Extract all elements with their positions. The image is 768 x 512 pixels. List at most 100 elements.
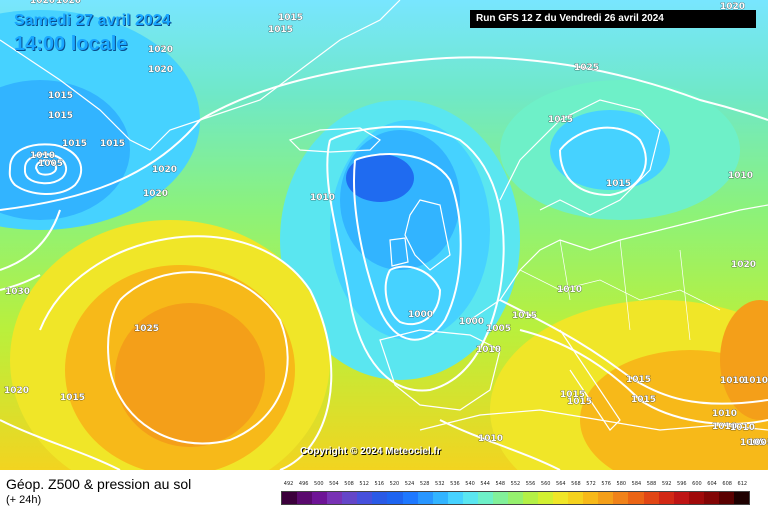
pressure-label: 1010 bbox=[728, 171, 753, 181]
scandinavia-coast bbox=[499, 99, 661, 216]
isobar-cyclone-inner bbox=[34, 159, 58, 176]
pressure-label: 1015 bbox=[548, 115, 573, 125]
z500-scale-label: 492 bbox=[283, 481, 294, 487]
z500-scandinavia-core bbox=[550, 110, 670, 190]
z500-scale-swatch bbox=[643, 492, 659, 504]
z500-scale-swatch bbox=[477, 492, 493, 504]
isobars bbox=[0, 56, 768, 470]
z500-scale-label: 512 bbox=[359, 481, 369, 487]
z500-scale-label: 532 bbox=[435, 481, 445, 487]
isobar-1015-scandinavia bbox=[559, 126, 647, 197]
z500-east-core bbox=[720, 300, 768, 420]
z500-scale-label: 568 bbox=[571, 481, 581, 487]
pressure-label: 1010 bbox=[743, 376, 768, 386]
pressure-label: 1015 bbox=[48, 111, 73, 121]
pressure-label: 1015 bbox=[567, 397, 592, 407]
pressure-label: 1020 bbox=[731, 260, 756, 270]
z500-scale-swatch bbox=[417, 492, 433, 504]
iberia-coast bbox=[379, 329, 501, 411]
top-edge-pressure-label: 1020 bbox=[30, 0, 55, 6]
pressure-label: 1005 bbox=[748, 438, 768, 448]
pressure-label: 1015 bbox=[48, 91, 73, 101]
z500-ridge-core bbox=[115, 303, 265, 447]
z500-scale-swatch bbox=[538, 492, 554, 504]
isobar-cyclone-mid bbox=[23, 153, 68, 185]
z500-scale-label: 572 bbox=[586, 481, 596, 487]
z500-scale-label: 540 bbox=[465, 481, 475, 487]
pressure-label: 1000 bbox=[459, 317, 484, 327]
copyright-notice: Copyright © 2024 Meteociel.fr bbox=[300, 446, 441, 457]
greenland-coast bbox=[0, 0, 401, 151]
z500-scale-label: 608 bbox=[722, 481, 732, 487]
pressure-label: 1010 bbox=[476, 345, 501, 355]
z500-scale-swatch bbox=[432, 492, 448, 504]
z500-scale-label: 580 bbox=[616, 481, 627, 487]
z500-scale-swatch bbox=[553, 492, 569, 504]
isobar-1020-north bbox=[0, 56, 768, 211]
z500-scale-swatch bbox=[703, 492, 719, 504]
z500-scale-swatch bbox=[628, 492, 644, 504]
pressure-label: 1015 bbox=[60, 393, 85, 403]
z500-scale-swatch bbox=[372, 492, 388, 504]
italy-coast bbox=[559, 329, 621, 431]
pressure-label: 1010 bbox=[720, 376, 745, 386]
z500-scale-label: 564 bbox=[556, 481, 566, 487]
pressure-label: 1015 bbox=[606, 179, 631, 189]
africa-coast bbox=[419, 409, 768, 431]
z500-scale-swatch bbox=[523, 492, 539, 504]
isobar-1015-trough bbox=[326, 125, 505, 392]
europe-mainland-coast bbox=[469, 204, 768, 321]
z500-scale-label: 560 bbox=[540, 481, 551, 487]
pressure-label: 1015 bbox=[512, 311, 537, 321]
z500-med-core bbox=[580, 350, 768, 470]
pressure-label: 1020 bbox=[152, 165, 177, 175]
z500-scale-label: 516 bbox=[374, 481, 385, 487]
z500-scale-label: 496 bbox=[298, 481, 309, 487]
forecast-lead-time: (+ 24h) bbox=[6, 494, 42, 506]
pressure-label: 1010 bbox=[30, 151, 55, 161]
iceland-coast bbox=[288, 127, 381, 153]
pressure-label: 1015 bbox=[100, 139, 125, 149]
z500-scale-label: 592 bbox=[661, 481, 672, 487]
z500-scale-label: 524 bbox=[404, 481, 415, 487]
z500-scale-label: 520 bbox=[389, 481, 400, 487]
z500-shading bbox=[0, 10, 768, 470]
z500-scale-label: 548 bbox=[495, 481, 506, 487]
z500-trough-core bbox=[346, 154, 414, 202]
z500-scale-swatch bbox=[598, 492, 614, 504]
valid-time: 14:00 locale bbox=[14, 33, 128, 55]
pressure-label: 1010 bbox=[557, 285, 582, 295]
z500-scale-swatch bbox=[688, 492, 704, 504]
z500-scale-label: 536 bbox=[450, 481, 460, 487]
z500-scale-swatch bbox=[327, 492, 343, 504]
z500-scale-label: 612 bbox=[737, 481, 748, 487]
pressure-label: 1005 bbox=[486, 324, 511, 334]
z500-scale-label: 544 bbox=[480, 481, 490, 487]
pressure-label: 1015 bbox=[626, 375, 651, 385]
isobar-1015-med bbox=[499, 299, 768, 405]
z500-scale-label: 576 bbox=[601, 481, 611, 487]
z500-scale-swatch bbox=[462, 492, 478, 504]
z500-scale-swatch bbox=[658, 492, 674, 504]
z500-scale-label: 588 bbox=[646, 481, 657, 487]
z500-scale-swatch bbox=[583, 492, 599, 504]
isobar-1005-trough bbox=[384, 265, 442, 326]
z500-scale-swatch bbox=[568, 492, 584, 504]
pressure-label: 1020 bbox=[143, 189, 168, 199]
z500-scale-label: 500 bbox=[314, 481, 324, 487]
isobar-1010-trough bbox=[353, 153, 462, 341]
pressure-label: 1020 bbox=[4, 386, 29, 396]
z500-scale-swatch bbox=[402, 492, 418, 504]
z500-color-scale bbox=[281, 491, 750, 505]
z500-scale-swatch bbox=[733, 492, 749, 504]
z500-scale-swatch bbox=[312, 492, 328, 504]
z500-scale-label: 596 bbox=[677, 481, 687, 487]
ireland-coast bbox=[389, 237, 409, 267]
pressure-label: 1015 bbox=[268, 25, 293, 35]
z500-scale-swatch bbox=[718, 492, 734, 504]
pressure-label: 1005 bbox=[740, 438, 765, 448]
product-title: Géop. Z500 & pression au sol bbox=[6, 476, 192, 492]
top-edge-pressure-label: 1020 bbox=[720, 2, 745, 12]
z500-scale-swatch bbox=[357, 492, 373, 504]
pressure-label: 1010 bbox=[310, 193, 335, 203]
